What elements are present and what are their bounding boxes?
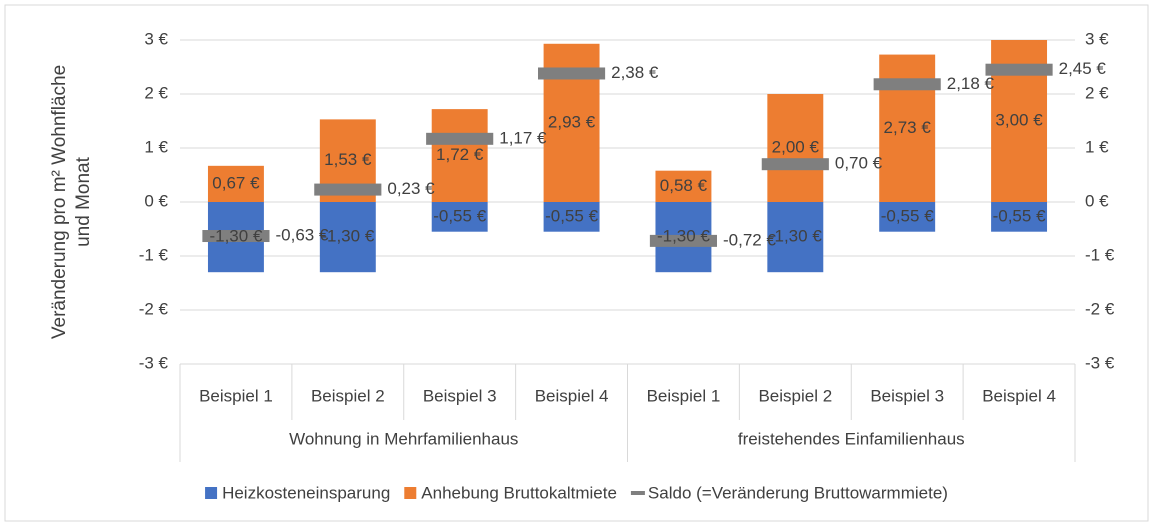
saldo-marker [761,158,829,171]
data-label: 2,45 € [1059,59,1107,78]
group-label: Wohnung in Mehrfamilienhaus [289,429,518,448]
saldo-marker [649,234,717,247]
y-tick-label: -3 € [139,353,169,372]
y-tick-label: 3 € [144,29,168,48]
data-label: 1,72 € [436,145,484,164]
legend-swatch [205,487,218,499]
saldo-marker [426,132,494,145]
y2-tick-label: 0 € [1085,191,1109,210]
bar [767,94,824,202]
bar [991,202,1048,232]
bar [207,165,264,202]
y2-tick-label: -1 € [1085,245,1115,264]
data-label: 3,00 € [995,110,1043,129]
data-label: -0,63 € [276,226,329,245]
x-tick-label: Beispiel 4 [535,386,609,405]
data-label: -0,55 € [545,206,598,225]
y2-tick-label: -2 € [1085,299,1115,318]
y-axis-title-line: und Monat [73,156,94,247]
group-label: freistehendes Einfamilienhaus [738,429,965,448]
data-label: 1,53 € [324,150,372,169]
data-label: -0,72 € [723,230,776,249]
data-label: -1,30 € [769,227,822,246]
y-tick-label: 0 € [144,191,168,210]
x-tick-label: Beispiel 3 [423,386,497,405]
data-label: 0,67 € [212,173,260,192]
data-label: -0,55 € [993,206,1046,225]
y2-tick-label: 2 € [1085,83,1109,102]
data-label: 2,73 € [884,118,932,137]
data-label: -1,30 € [321,227,374,246]
y2-tick-label: -3 € [1085,353,1115,372]
bar [431,109,488,202]
data-label: 2,93 € [548,112,596,131]
x-tick-label: Beispiel 2 [758,386,832,405]
data-label: 2,00 € [772,137,820,156]
saldo-marker [985,63,1053,76]
y-tick-label: -1 € [139,245,169,264]
y-axis-title-line: Veränderung pro m² Wohnfläche [49,65,70,339]
bar [431,202,488,232]
legend-swatch [404,487,417,499]
x-tick-label: Beispiel 3 [870,386,944,405]
y-tick-label: 1 € [144,137,168,156]
x-tick-label: Beispiel 1 [199,386,273,405]
legend-label: Heizkosteneinsparung [222,483,390,502]
legend-label: Anhebung Bruttokaltmiete [421,483,617,502]
bar [655,170,712,202]
data-label: 2,18 € [947,74,995,93]
data-label: 2,38 € [611,63,659,82]
x-tick-label: Beispiel 2 [311,386,385,405]
bar [767,202,824,273]
saldo-marker [314,183,382,196]
x-tick-label: Beispiel 1 [647,386,721,405]
data-label: -0,55 € [433,206,486,225]
data-label: 0,23 € [387,179,435,198]
data-label: 0,58 € [660,176,708,195]
legend-swatch [630,491,645,495]
bar [319,202,376,273]
data-label: 1,17 € [499,128,547,147]
data-label: -1,30 € [209,227,262,246]
y-axis-title: Veränderung pro m² Wohnfläche und Monat [49,65,94,339]
y-tick-label: 2 € [144,83,168,102]
data-label: 0,70 € [835,154,883,173]
legend: Heizkosteneinsparung Anhebung Bruttokaltm… [205,483,948,502]
saldo-marker [873,78,941,91]
saldo-marker [202,230,270,243]
bar [879,202,936,232]
y-tick-label: -2 € [139,299,169,318]
saldo-marker [538,67,606,80]
y2-tick-label: 3 € [1085,29,1109,48]
bar [543,202,600,232]
data-label: -0,55 € [881,206,934,225]
legend-label: Saldo (=Veränderung Bruttowarmmiete) [648,483,948,502]
data-label: -1,30 € [657,227,710,246]
x-tick-label: Beispiel 4 [982,386,1056,405]
y2-tick-label: 1 € [1085,137,1109,156]
